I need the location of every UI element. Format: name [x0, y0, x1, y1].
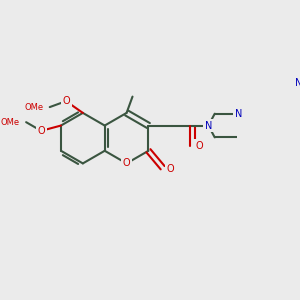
Text: OMe: OMe [24, 103, 44, 112]
Text: N: N [205, 121, 212, 130]
Text: O: O [123, 158, 130, 168]
Text: O: O [62, 96, 70, 106]
Text: O: O [167, 164, 174, 174]
Text: O: O [195, 141, 203, 151]
Text: O: O [38, 126, 45, 136]
Text: OMe: OMe [1, 118, 20, 127]
Text: N: N [295, 78, 300, 88]
Text: N: N [235, 109, 242, 119]
